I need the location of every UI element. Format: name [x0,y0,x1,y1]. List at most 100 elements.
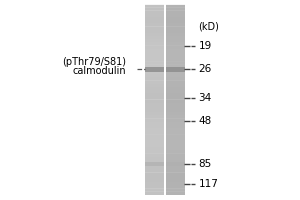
Bar [145,189,164,191]
Bar [145,179,164,182]
Bar [145,55,164,58]
Bar [166,52,185,55]
Bar [166,71,185,74]
Bar [166,46,185,49]
Bar [145,162,164,166]
Bar [166,109,185,112]
Bar [145,169,164,172]
Bar [166,68,185,71]
Bar [166,49,185,52]
Bar [145,90,164,93]
Bar [166,125,185,128]
Bar [166,128,185,131]
Bar [145,125,164,128]
Text: 26: 26 [198,64,212,74]
Bar [145,115,164,118]
Bar [166,84,185,87]
Bar [166,157,185,160]
Bar [145,8,164,10]
Bar [166,42,185,45]
Bar [145,173,164,176]
Bar [145,96,164,99]
Bar [145,30,164,33]
Bar [145,68,164,71]
Bar [166,189,185,191]
Bar [166,58,185,61]
Text: calmodulin: calmodulin [73,66,126,76]
Bar [145,144,164,147]
Bar [166,162,185,166]
Bar [166,55,185,58]
Bar [145,87,164,90]
Bar [145,138,164,141]
Bar [145,33,164,36]
Bar [145,49,164,52]
Bar [166,65,185,68]
Bar [145,154,164,157]
Text: 34: 34 [198,93,212,103]
Bar [166,67,185,72]
Bar [166,33,185,36]
Bar [145,39,164,42]
Bar [166,62,185,64]
Bar [166,11,185,14]
Bar [166,23,185,26]
Bar [166,27,185,30]
Bar [145,5,164,195]
Bar [145,74,164,77]
Bar [145,100,164,103]
Text: (kD): (kD) [198,21,219,31]
Bar [145,81,164,84]
Text: 19: 19 [198,41,212,51]
Bar [166,182,185,185]
Bar [145,84,164,87]
Bar [145,67,164,72]
Bar [145,160,164,163]
Bar [166,103,185,106]
Bar [166,150,185,153]
Bar [166,135,185,138]
Bar [166,185,185,188]
Bar [166,36,185,39]
Bar [166,163,185,166]
Bar [145,52,164,55]
Bar [166,169,185,172]
Bar [166,30,185,33]
Bar [145,182,164,185]
Bar [166,81,185,84]
Bar [145,109,164,112]
Bar [166,141,185,144]
Bar [145,23,164,26]
Text: 85: 85 [198,159,212,169]
Bar [145,147,164,150]
Bar [145,128,164,131]
Bar [145,131,164,134]
Bar [166,90,185,93]
Bar [166,147,185,150]
Bar [166,144,185,147]
Bar [145,14,164,17]
Bar [145,71,164,74]
Bar [166,160,185,163]
Bar [145,93,164,96]
Bar [166,87,185,90]
Bar [145,27,164,30]
Bar [145,11,164,14]
Bar [145,36,164,39]
Bar [166,39,185,42]
Bar [166,131,185,134]
Bar [145,17,164,20]
Bar [145,163,164,166]
Bar [166,17,185,20]
Bar [166,192,185,195]
Bar [166,122,185,125]
Bar [166,20,185,23]
Bar [145,119,164,122]
Bar [145,58,164,61]
Bar [145,42,164,45]
Bar [145,4,164,7]
Bar [166,173,185,176]
Text: 117: 117 [198,179,218,189]
Bar [166,119,185,122]
Text: (pThr79/S81): (pThr79/S81) [62,57,126,67]
